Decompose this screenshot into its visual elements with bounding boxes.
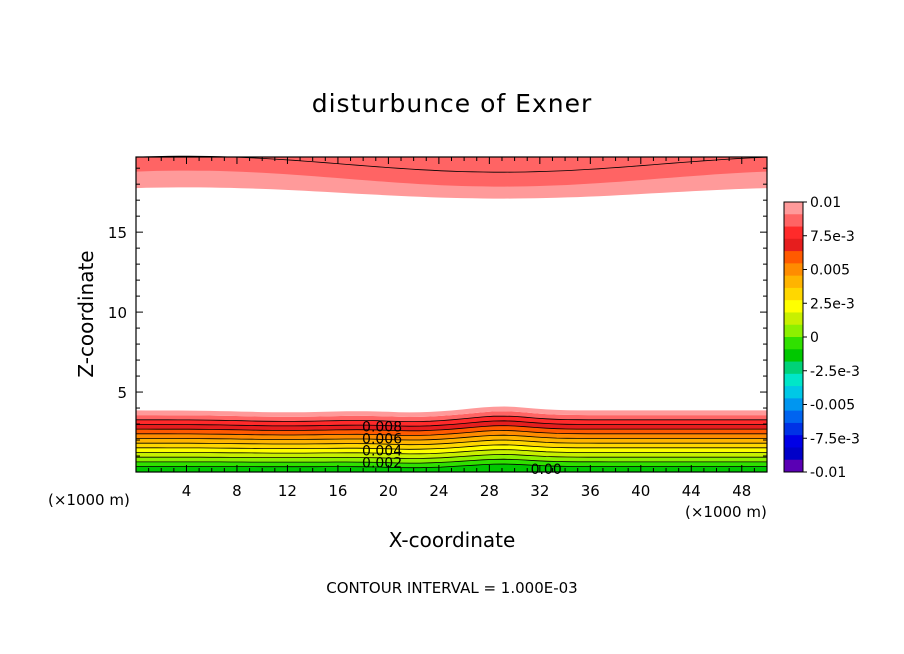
x-tick-label: 20 (379, 482, 398, 500)
x-axis-label: X-coordinate (389, 528, 516, 552)
colorbar-swatch (784, 361, 803, 375)
colorbar-swatch (784, 386, 803, 399)
contour-lines (135, 155, 768, 469)
lower-band (136, 430, 767, 440)
colorbar-swatch (784, 300, 803, 313)
colorbar-label: 0 (810, 330, 819, 346)
upper-band-inner (136, 157, 767, 187)
x-unit-left: (×1000 m) (48, 491, 130, 509)
colorbar-label: 7.5e-3 (810, 229, 855, 245)
colorbar-swatch (784, 214, 803, 228)
colorbar-swatch (784, 459, 803, 473)
contour-label: 0.006 (362, 431, 402, 447)
colorbar-swatch (784, 287, 803, 301)
x-tick-label: 36 (581, 482, 600, 500)
colorbar-swatch (784, 238, 803, 252)
lower-contour-line (136, 429, 767, 436)
x-tick-label: 16 (328, 482, 347, 500)
lower-band (136, 435, 767, 445)
x-tick-label: 4 (182, 482, 192, 500)
lower-band (136, 444, 767, 454)
y-axis-label: Z-coordinate (74, 250, 98, 377)
x-tick-label: 40 (631, 482, 650, 500)
colorbar-swatch (784, 373, 803, 387)
contour-label: 0.004 (362, 443, 402, 459)
colorbar-swatch (784, 435, 803, 448)
colorbar-label: 0.005 (810, 263, 850, 279)
colorbar-swatch (784, 226, 803, 240)
x-tick-label: 28 (480, 482, 499, 500)
colorbar-label: -7.5e-3 (810, 431, 860, 447)
lower-band (136, 459, 767, 468)
colorbar-label: -0.01 (810, 465, 846, 481)
colorbar-label: 2.5e-3 (810, 296, 855, 312)
x-tick-label: 12 (278, 482, 297, 500)
colorbar-label: -2.5e-3 (810, 364, 860, 380)
contour-label: 0.002 (362, 455, 402, 471)
lower-contour-line (136, 449, 767, 455)
colorbar-swatch (784, 349, 803, 363)
y-tick-label: 10 (108, 304, 127, 322)
colorbar-swatch (784, 324, 803, 338)
contour-label: 0.008 (362, 419, 402, 435)
colorbar-label: -0.005 (810, 398, 855, 414)
y-tick-label: 15 (108, 224, 127, 242)
lower-band (136, 411, 767, 422)
colorbar-swatch (784, 275, 803, 289)
x-tick-label: 24 (429, 482, 448, 500)
colorbar-swatch (784, 447, 803, 461)
lower-band (136, 454, 767, 464)
chart-title: disturbunce of Exner (312, 89, 593, 118)
y-tick-labels: 5 10 15 (108, 224, 127, 402)
lower-contour-line (136, 415, 767, 423)
lower-band (136, 406, 767, 417)
lower-contour-line (136, 420, 767, 427)
lower-contour-line (136, 453, 767, 459)
axis-ticks (136, 157, 767, 472)
lower-contour-line (136, 434, 767, 441)
lower-band (136, 425, 767, 436)
colorbar-swatch (784, 422, 803, 436)
contour-interval-note: CONTOUR INTERVAL = 1.000E-03 (326, 579, 577, 597)
colorbar-swatch (784, 398, 803, 412)
colorbar-swatch (784, 251, 803, 264)
x-unit-right: (×1000 m) (685, 503, 767, 521)
lower-contour-line (136, 439, 767, 446)
colorbar-swatch (784, 263, 803, 277)
lower-contour-line (136, 458, 767, 464)
x-tick-label: 8 (232, 482, 242, 500)
colorbar: 0.01 7.5e-3 0.005 2.5e-3 0 -2.5e-3 -0.005 -7.5e… (783, 195, 860, 481)
contour-label: 0.00 (531, 462, 562, 478)
x-tick-label: 32 (530, 482, 549, 500)
lower-band (136, 449, 767, 459)
colorbar-label: 0.01 (810, 195, 841, 211)
y-tick-label: 5 (117, 384, 127, 402)
colorbar-swatch (784, 410, 803, 424)
colorbar-swatch (784, 202, 803, 215)
lower-band (136, 440, 767, 450)
lower-contour-line (136, 425, 767, 432)
lower-contour-line (136, 444, 767, 450)
x-tick-label: 48 (732, 482, 751, 500)
x-tick-labels: 4 8 12 16 20 24 28 32 36 40 44 48 (182, 482, 752, 500)
lower-band (136, 420, 767, 431)
lower-band (136, 416, 767, 427)
colorbar-swatch (784, 312, 803, 326)
lower-contour-line (136, 463, 767, 469)
colorbar-swatch (784, 337, 803, 350)
x-tick-label: 44 (682, 482, 701, 500)
contour-fill (136, 157, 767, 472)
